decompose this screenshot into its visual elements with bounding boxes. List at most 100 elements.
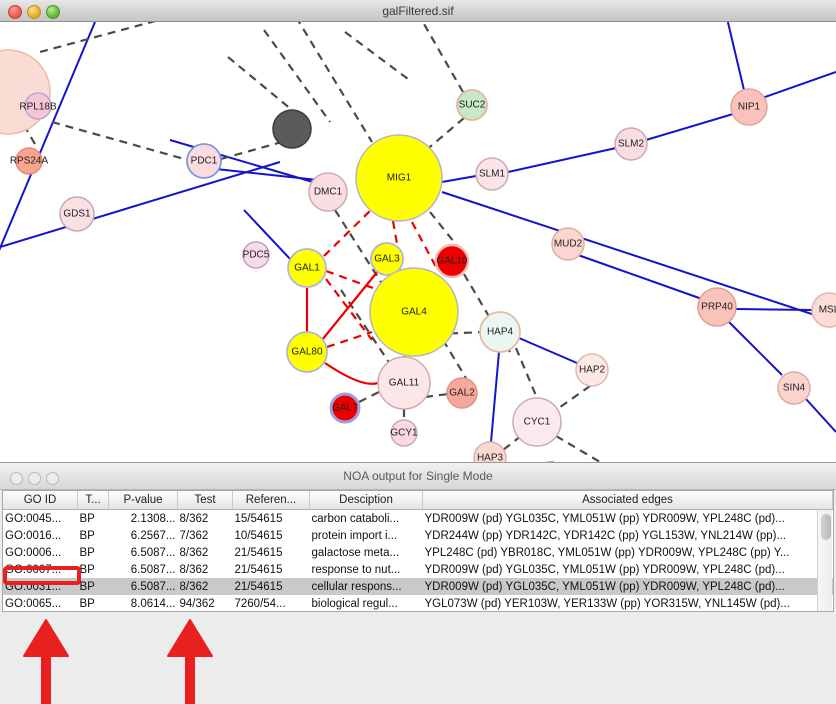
- graph-node-cyc1[interactable]: [512, 397, 562, 447]
- graph-node-dmc1[interactable]: [308, 172, 348, 212]
- close-button[interactable]: [8, 5, 22, 19]
- cell-test: 7/362: [179, 529, 209, 542]
- cell-desciption: cellular respons...: [309, 578, 423, 595]
- cell-desciption: protein import i...: [311, 529, 398, 542]
- cell-test: 8/362: [179, 512, 209, 525]
- cell-reference: 21/54615: [232, 578, 310, 595]
- maximize-button[interactable]: [46, 5, 60, 19]
- node-label-gal2: GAL2: [449, 388, 475, 399]
- graph-node-gal1[interactable]: [287, 248, 327, 288]
- graph-node-suc2[interactable]: [456, 89, 488, 121]
- cell-type: BP: [79, 546, 95, 559]
- table-vertical-scrollbar[interactable]: [817, 510, 832, 611]
- graph-node-sin4[interactable]: [777, 371, 811, 405]
- cell-p-value: 6.5087...: [130, 563, 176, 576]
- noa-close-button[interactable]: [10, 472, 23, 485]
- cell-reference: 7260/54...: [234, 597, 286, 610]
- cell-desciption: biological regul...: [311, 597, 398, 610]
- graph-node-gcy1[interactable]: [390, 419, 418, 447]
- main-window-title: galFiltered.sif: [382, 4, 454, 18]
- table-header-row: GO ID T... P-value Test Referen... Desci…: [3, 491, 833, 510]
- noa-maximize-button[interactable]: [46, 472, 59, 485]
- node-label-gds1: GDS1: [63, 209, 91, 220]
- graph-node-dark[interactable]: [272, 109, 312, 149]
- noa-results-table-container[interactable]: GO ID T... P-value Test Referen... Desci…: [2, 490, 834, 612]
- cell-type: BP: [79, 529, 95, 542]
- table-row[interactable]: GO:0016... BP 6.2567... 7/362 10/54615 p…: [3, 527, 833, 544]
- graph-node-mig1[interactable]: [355, 134, 443, 222]
- table-row[interactable]: GO:0045... BP 2.1308... 8/362 15/54615 c…: [3, 510, 833, 528]
- minimize-button[interactable]: [27, 5, 41, 19]
- noa-minimize-button[interactable]: [28, 472, 41, 485]
- node-label-pdc1: PDC1: [191, 156, 218, 167]
- cell-test: 8/362: [177, 578, 233, 595]
- table-row[interactable]: GO:0065... BP 8.0614... 94/362 7260/54..…: [3, 595, 833, 611]
- cell-associated-edges: YDR009W (pd) YGL035C, YML051W (pp) YDR00…: [424, 563, 785, 576]
- cell-desciption: response to nut...: [311, 563, 401, 576]
- graph-node-gds1[interactable]: [59, 196, 95, 232]
- graph-node-gal4[interactable]: [369, 267, 459, 357]
- table-row[interactable]: GO:0007... BP 6.5087... 8/362 21/54615 r…: [3, 561, 833, 578]
- graph-node-labels: RPL18B RPS24A GDS1 PDC1 PDC5 DMC1 SUC2 M…: [10, 100, 836, 462]
- graph-node-hap4[interactable]: [479, 311, 521, 353]
- column-header-type[interactable]: T...: [77, 491, 109, 510]
- graph-node-slm1[interactable]: [475, 157, 509, 191]
- graph-node-gal7[interactable]: [329, 392, 361, 424]
- graph-nodes[interactable]: [0, 49, 836, 462]
- graph-node-hap2[interactable]: [575, 353, 609, 387]
- graph-node-nip1[interactable]: [730, 88, 768, 126]
- node-label-mud2: MUD2: [554, 239, 583, 250]
- node-label-rps24a: RPS24A: [10, 156, 49, 167]
- network-graph[interactable]: .pp { stroke:#1414cc; stroke-width:2; fi…: [0, 22, 836, 462]
- table-row-selected[interactable]: GO:0031... BP 6.5087... 8/362 21/54615 c…: [3, 578, 833, 595]
- noa-dialog: NOA output for Single Mode GO ID T... P-…: [0, 462, 836, 704]
- main-window-titlebar: galFiltered.sif: [0, 0, 836, 22]
- graph-node-rps24a[interactable]: [15, 147, 43, 175]
- cell-p-value: 6.5087...: [130, 546, 176, 559]
- node-label-rpl18b: RPL18B: [19, 102, 57, 113]
- cell-go-id: GO:0031...: [3, 578, 78, 595]
- graph-node-rpl18b[interactable]: [24, 92, 52, 120]
- scrollbar-thumb[interactable]: [821, 514, 831, 540]
- node-label-mig1: MIG1: [387, 173, 412, 184]
- graph-node-hap3[interactable]: [473, 441, 507, 462]
- column-header-p-value[interactable]: P-value: [108, 491, 178, 510]
- cell-desciption: carbon cataboli...: [311, 512, 400, 525]
- cell-associated-edges: YDR244W (pp) YDR142C, YDR142C (pp) YGL15…: [424, 529, 787, 542]
- node-label-slm1: SLM1: [479, 169, 506, 180]
- graph-node-pdc5[interactable]: [242, 241, 270, 269]
- edges-highlight: [305, 206, 437, 385]
- column-header-desciption[interactable]: Desciption: [309, 491, 423, 510]
- graph-node-gal11[interactable]: [377, 356, 431, 410]
- cell-go-id: GO:0065...: [5, 597, 62, 610]
- noa-results-table[interactable]: GO ID T... P-value Test Referen... Desci…: [3, 491, 833, 611]
- graph-node-prp40[interactable]: [697, 287, 737, 327]
- graph-node-gal3[interactable]: [370, 242, 404, 276]
- node-label-hap4: HAP4: [487, 327, 514, 338]
- graph-node-gal10[interactable]: [434, 243, 470, 279]
- cell-reference: 21/54615: [234, 546, 283, 559]
- table-row[interactable]: GO:0006... BP 6.5087... 8/362 21/54615 g…: [3, 544, 833, 561]
- cell-p-value: 8.0614...: [130, 597, 176, 610]
- cell-type: BP: [79, 597, 95, 610]
- cell-reference: 15/54615: [234, 512, 283, 525]
- graph-node-msl5[interactable]: [811, 292, 836, 328]
- graph-node-unlabeled-large[interactable]: [0, 49, 51, 135]
- graph-node-slm2[interactable]: [614, 127, 648, 161]
- column-header-go-id[interactable]: GO ID: [3, 491, 78, 510]
- node-label-hap2: HAP2: [579, 365, 606, 376]
- node-label-suc2: SUC2: [459, 100, 486, 111]
- column-header-test[interactable]: Test: [177, 491, 233, 510]
- network-canvas[interactable]: .pp { stroke:#1414cc; stroke-width:2; fi…: [0, 22, 836, 462]
- cell-go-id: GO:0016...: [5, 529, 62, 542]
- graph-node-pdc1[interactable]: [186, 143, 222, 179]
- column-header-reference[interactable]: Referen...: [232, 491, 310, 510]
- cell-type: BP: [79, 563, 95, 576]
- graph-node-gal80[interactable]: [286, 331, 328, 373]
- node-label-gal4: GAL4: [401, 307, 427, 318]
- cell-go-id: GO:0007...: [5, 563, 62, 576]
- graph-node-gal2[interactable]: [446, 377, 478, 409]
- graph-node-mud2[interactable]: [551, 227, 585, 261]
- column-header-associated-edges[interactable]: Associated edges: [422, 491, 833, 510]
